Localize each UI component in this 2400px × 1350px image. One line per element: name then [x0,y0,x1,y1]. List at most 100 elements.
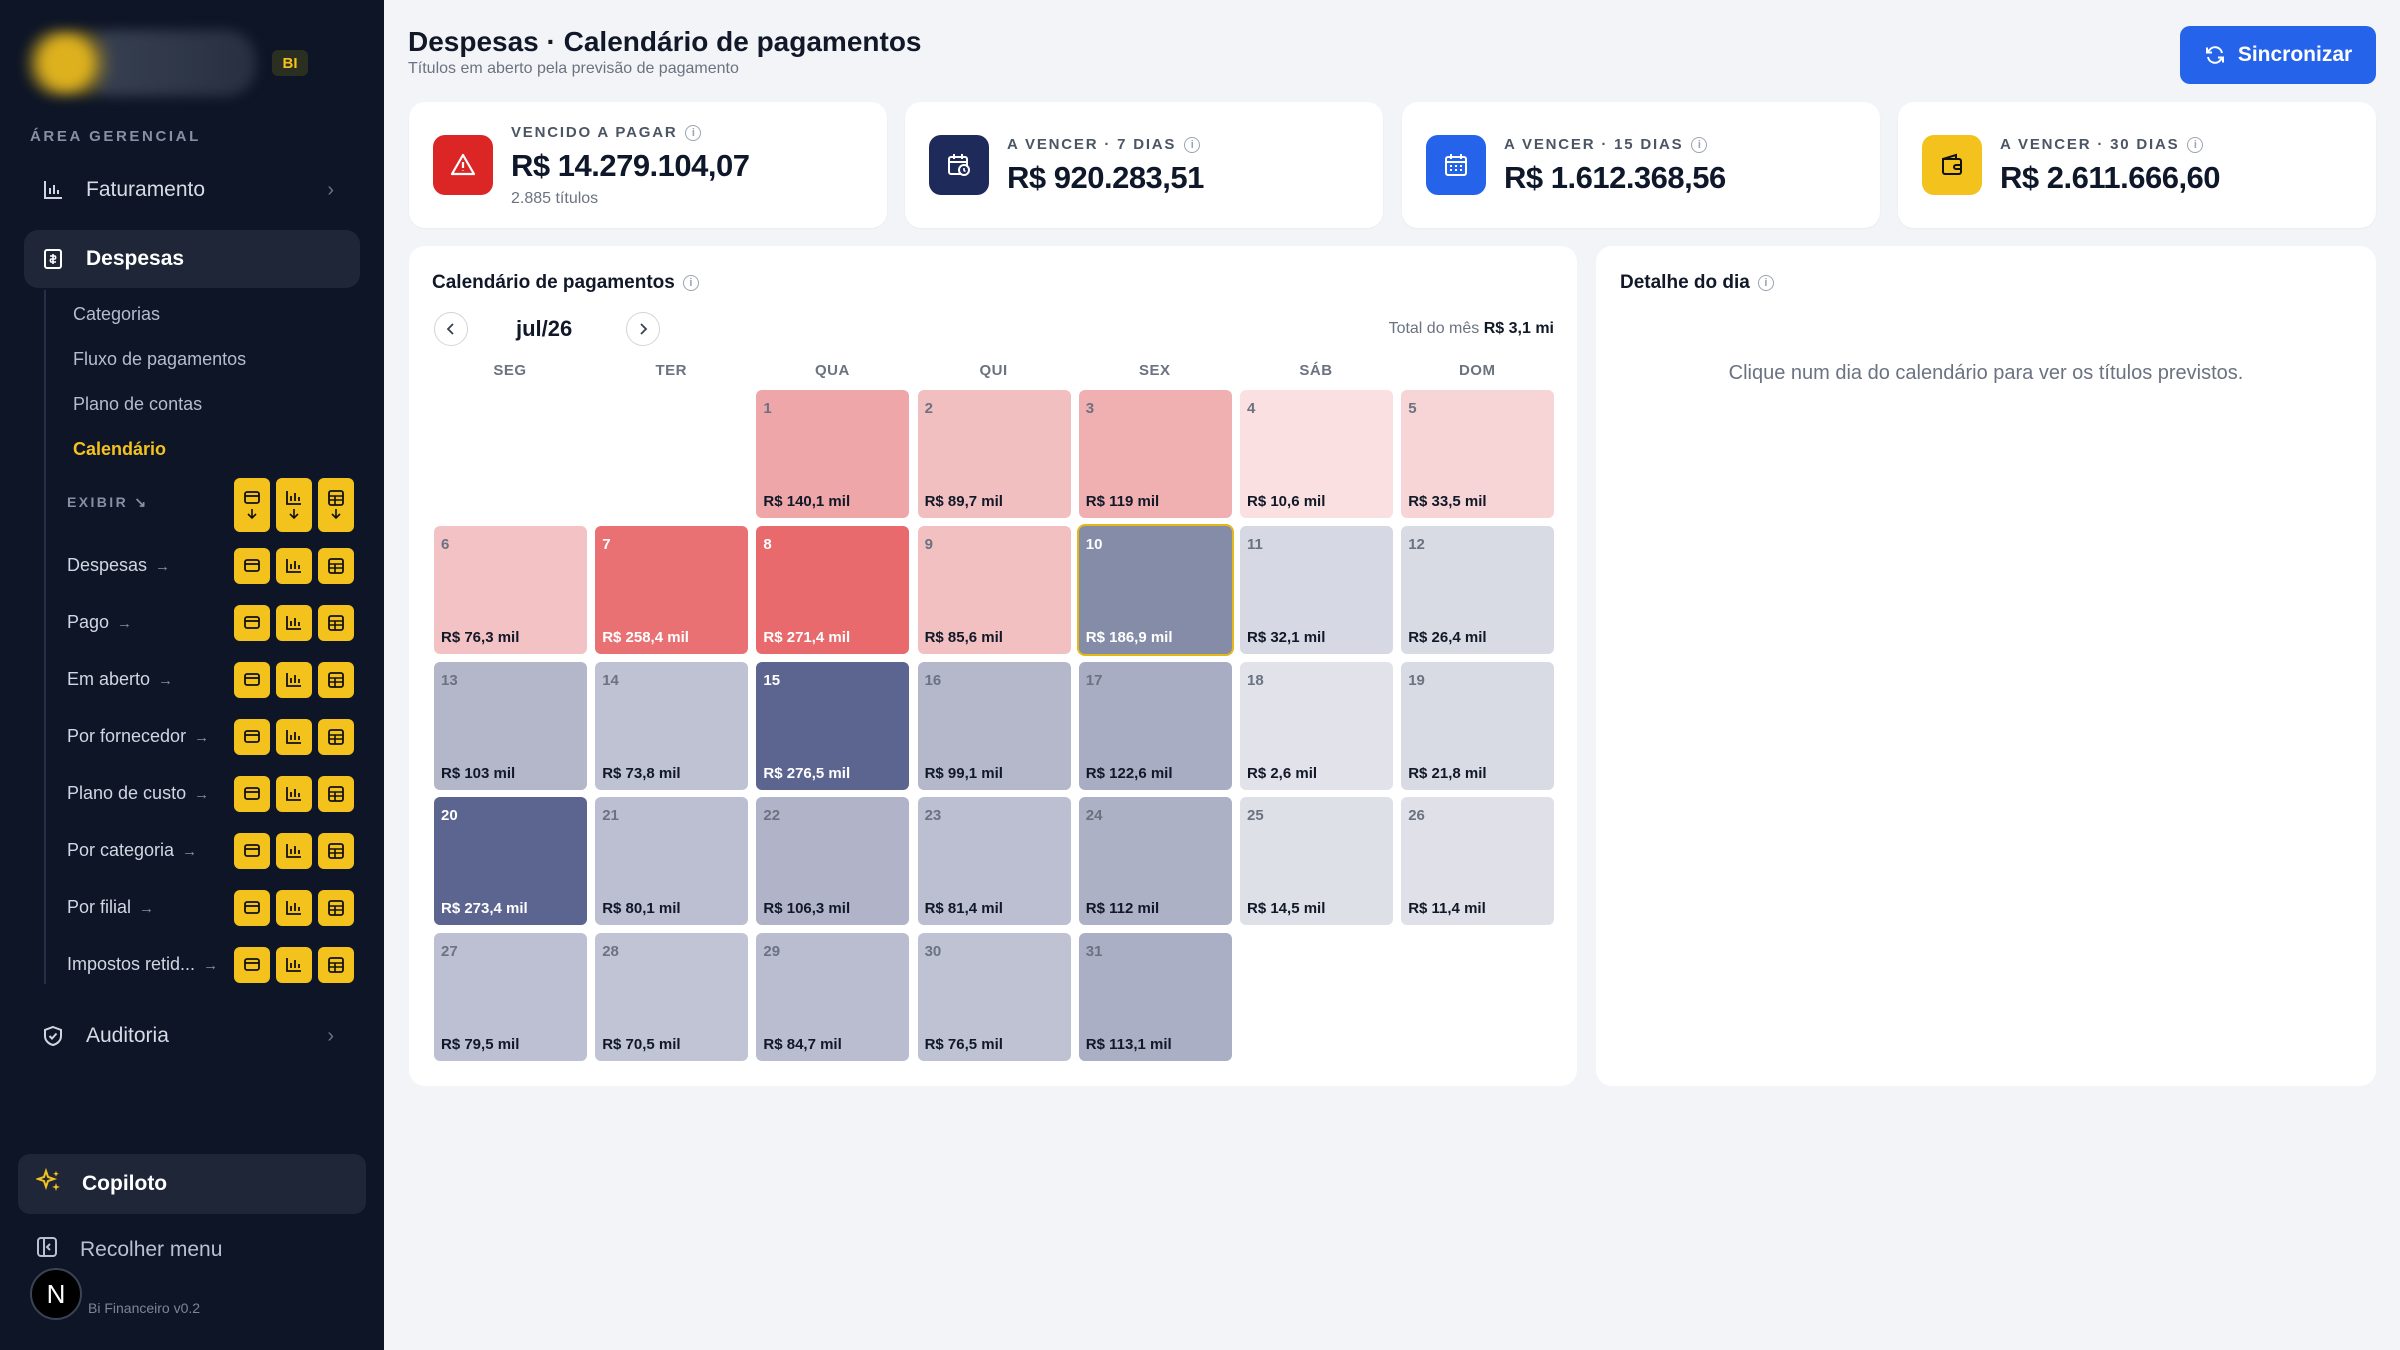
info-icon[interactable]: i [685,125,702,142]
calendar-day[interactable]: 27 R$ 79,5 mil [434,933,587,1062]
table-icon [327,843,345,859]
calendar-day[interactable]: 15 R$ 276,5 mil [756,661,910,790]
show-chart-button[interactable] [276,662,312,698]
calendar-day[interactable]: 31 R$ 113,1 mil [1078,933,1232,1062]
show-chart-button[interactable] [276,833,312,869]
show-cards-button[interactable] [234,890,270,926]
sub-item-categorias[interactable]: Categorias [73,304,161,324]
show-cards-button[interactable] [234,719,270,755]
show-table-button[interactable] [318,776,354,812]
calendar-day[interactable]: 29 R$ 84,7 mil [756,933,910,1062]
show-cards-button[interactable] [234,662,270,698]
show-chart-button[interactable] [276,605,312,641]
copiloto-button[interactable]: Copiloto [18,1154,366,1214]
avatar[interactable]: N [30,1268,82,1320]
show-table-button[interactable] [318,719,354,755]
day-number: 22 [763,807,781,825]
next-month-button[interactable] [626,312,660,346]
download-cards-button[interactable] [234,478,270,532]
sidebar-row-por-fornecedor[interactable]: Por fornecedor → [67,726,209,747]
sync-button[interactable]: Sincronizar [2180,26,2376,84]
download-charts-button[interactable] [276,478,312,532]
show-table-button[interactable] [318,548,354,584]
calendar-day[interactable]: 6 R$ 76,3 mil [434,525,587,654]
nav-auditoria[interactable]: Auditoria › [24,1007,360,1065]
show-cards-button[interactable] [234,833,270,869]
sidebar-row-despesas[interactable]: Despesas → [67,555,170,576]
show-chart-button[interactable] [276,776,312,812]
calendar-day[interactable]: 21 R$ 80,1 mil [595,797,749,926]
show-table-button[interactable] [318,662,354,698]
bar-chart-icon [285,957,303,973]
calendar-day[interactable]: 26 R$ 11,4 mil [1401,797,1555,926]
download-tables-button[interactable] [318,478,354,532]
collapse-menu-button[interactable]: Recolher menu [36,1236,222,1264]
calendar-day[interactable]: 2 R$ 89,7 mil [917,390,1071,518]
show-chart-button[interactable] [276,719,312,755]
calendar-day[interactable]: 3 R$ 119 mil [1078,390,1232,518]
show-table-button[interactable] [318,833,354,869]
calendar-day[interactable]: 12 R$ 26,4 mil [1401,525,1555,654]
day-number: 11 [1247,535,1263,553]
calendar-day[interactable]: 28 R$ 70,5 mil [595,933,749,1062]
calendar-day[interactable]: 22 R$ 106,3 mil [756,797,910,926]
sidebar-row-por-categoria[interactable]: Por categoria → [67,840,197,861]
sidebar-row-pago[interactable]: Pago → [67,612,132,633]
info-icon[interactable]: i [682,274,699,291]
calendar-day[interactable]: 25 R$ 14,5 mil [1240,797,1393,926]
day-number: 16 [924,671,942,689]
calendar-day[interactable]: 20 R$ 273,4 mil [434,797,587,926]
calendar-day[interactable]: 13 R$ 103 mil [434,661,587,790]
kpi-value: R$ 2.611.666,60 [2000,160,2221,195]
calendar-day[interactable]: 24 R$ 112 mil [1078,797,1232,926]
day-number: 1 [763,400,772,417]
collapse-menu-label: Recolher menu [80,1238,223,1261]
calendar-day[interactable]: 4 R$ 10,6 mil [1240,390,1393,518]
calendar-day[interactable]: 23 R$ 81,4 mil [917,797,1071,926]
info-icon[interactable]: i [1757,274,1774,291]
sidebar-row-por-filial[interactable]: Por filial → [67,897,154,918]
sub-item-calendario[interactable]: Calendário [73,439,167,459]
calendar-day[interactable]: 30 R$ 76,5 mil [917,933,1071,1062]
nav-faturamento-label: Faturamento [86,178,206,201]
day-amount: R$ 10,6 mil [1247,493,1326,510]
nav-despesas[interactable]: Despesas [24,230,360,288]
info-icon[interactable]: i [1691,137,1708,154]
calendar-day[interactable]: 17 R$ 122,6 mil [1078,661,1232,790]
show-cards-button[interactable] [234,548,270,584]
day-amount: R$ 271,4 mil [763,628,851,646]
show-cards-button[interactable] [234,947,270,983]
sidebar-row-plano-de-custo[interactable]: Plano de custo → [67,783,209,804]
day-amount: R$ 273,4 mil [441,900,528,918]
sub-item-plano-de-contas[interactable]: Plano de contas [73,394,203,414]
info-icon[interactable]: i [1184,137,1201,154]
calendar-day[interactable]: 9 R$ 85,6 mil [917,525,1071,654]
calendar-day[interactable]: 16 R$ 99,1 mil [917,661,1071,790]
show-table-button[interactable] [318,947,354,983]
calendar-day[interactable]: 5 R$ 33,5 mil [1401,390,1555,518]
calendar-day[interactable]: 14 R$ 73,8 mil [595,661,749,790]
sub-item-fluxo-de-pagamentos[interactable]: Fluxo de pagamentos [73,349,247,369]
wallet-icon [1922,135,1982,195]
nav-faturamento[interactable]: Faturamento › [24,161,360,219]
sidebar-row-label: Pago [67,612,110,632]
show-table-button[interactable] [318,605,354,641]
calendar-day[interactable]: 19 R$ 21,8 mil [1401,661,1555,790]
calendar-day[interactable]: 10 R$ 186,9 mil [1078,525,1232,654]
calendar-day[interactable]: 8 R$ 271,4 mil [756,525,910,654]
info-icon[interactable]: i [2187,137,2204,154]
calendar-day[interactable]: 1 R$ 140,1 mil [756,390,910,518]
show-chart-button[interactable] [276,947,312,983]
show-cards-button[interactable] [234,776,270,812]
prev-month-button[interactable] [434,312,468,346]
show-table-button[interactable] [318,890,354,926]
sidebar-row-impostos-retid[interactable]: Impostos retid... → [67,954,218,975]
show-cards-button[interactable] [234,605,270,641]
calendar-day[interactable]: 18 R$ 2,6 mil [1240,661,1393,790]
calendar-day[interactable]: 11 R$ 32,1 mil [1240,525,1393,654]
page-subtitle: Títulos em aberto pela previsão de pagam… [408,60,739,77]
calendar-day[interactable]: 7 R$ 258,4 mil [595,525,749,654]
sidebar-row-em-aberto[interactable]: Em aberto → [67,669,173,690]
show-chart-button[interactable] [276,548,312,584]
show-chart-button[interactable] [276,890,312,926]
